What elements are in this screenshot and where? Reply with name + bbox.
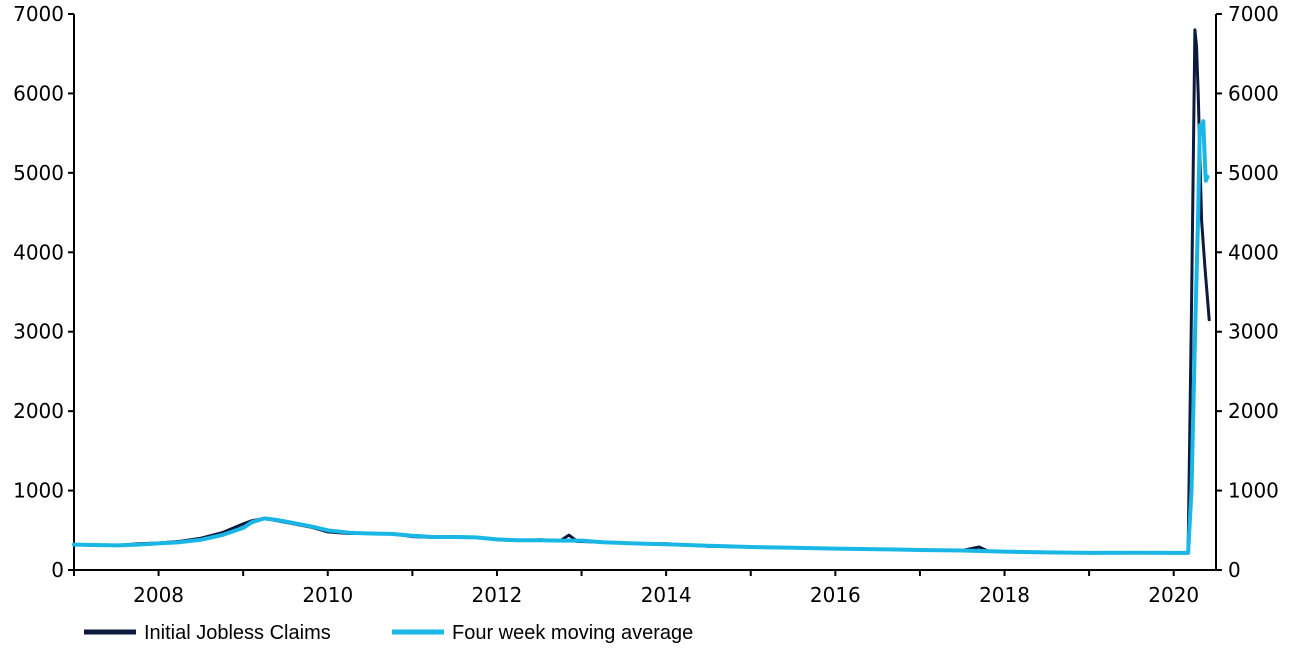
y-tick-label: 3000 [13,320,64,344]
x-tick-label: 2016 [810,583,861,607]
y2-tick-label: 0 [1228,558,1241,582]
y2-tick-label: 7000 [1228,2,1279,26]
series-line-initial-jobless-claims [72,28,1211,555]
series-line-four-week-moving-average [72,119,1210,555]
x-tick-label: 2012 [472,583,523,607]
legend-label: Four week moving average [452,622,693,644]
y-tick-label: 1000 [13,479,64,503]
y-tick-label: 4000 [13,240,64,264]
y2-tick-label: 2000 [1228,399,1279,423]
y-tick-label: 2000 [13,399,64,423]
legend: Initial Jobless Claims Four week moving a… [84,622,693,644]
y-tick-label: 0 [51,558,64,582]
y2-tick-label: 4000 [1228,240,1279,264]
legend-label: Initial Jobless Claims [144,622,331,644]
series-layer [72,28,1211,555]
y-tick-label: 7000 [13,2,64,26]
y-tick-label: 6000 [13,81,64,105]
x-tick-label: 2010 [302,583,353,607]
axes-layer: 0 1000 2000 3000 4000 5000 6000 7000 0 1000 2000 30… [13,2,1279,607]
x-tick-label: 2008 [133,583,184,607]
x-tick-label: 2020 [1148,583,1199,607]
y-tick-label: 5000 [13,161,64,185]
x-tick-label: 2018 [979,583,1030,607]
y2-tick-label: 3000 [1228,320,1279,344]
x-tick-label: 2014 [641,583,692,607]
y2-tick-label: 1000 [1228,479,1279,503]
y2-tick-label: 6000 [1228,81,1279,105]
y2-tick-label: 5000 [1228,161,1279,185]
